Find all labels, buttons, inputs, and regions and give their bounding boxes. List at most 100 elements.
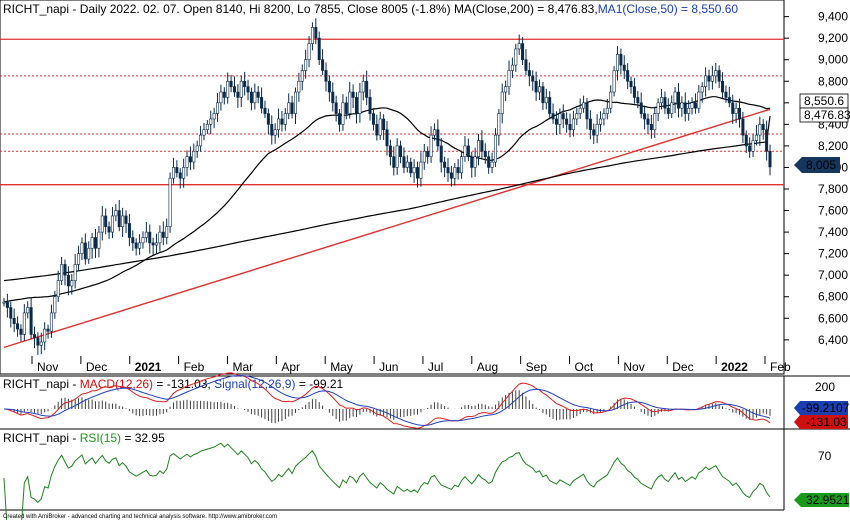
price-bar-body	[449, 172, 453, 179]
price-bar-body	[439, 145, 443, 163]
y-tick-label: 7,400	[818, 225, 848, 239]
price-bar-body	[487, 156, 491, 168]
x-tick-label: Nov	[37, 360, 58, 374]
price-bar-body	[100, 215, 104, 233]
macd-histogram	[6, 390, 771, 424]
macd-badge: -131.03	[794, 415, 848, 429]
x-tick-label: Dec	[86, 360, 107, 374]
rsi-badge-text: 32.9521	[806, 493, 850, 507]
signal-badge-text: -99.2107	[802, 401, 850, 415]
price-bar-body	[222, 91, 226, 98]
price-bar-body	[338, 113, 342, 125]
price-bar-body	[758, 124, 762, 136]
price-bar-body	[266, 113, 270, 125]
price-bar-body	[500, 91, 504, 114]
x-tick-label: Nov	[623, 360, 644, 374]
price-bar-body	[36, 337, 40, 346]
price-bar-body	[73, 264, 77, 281]
price-bar-body	[507, 70, 511, 87]
price-bar-body	[161, 231, 165, 238]
y-tick-label: 9,000	[818, 53, 848, 67]
ma200-badge-text: 8,476.83	[804, 108, 850, 122]
price-bar-body	[443, 161, 447, 168]
close-badge: 8,005	[794, 157, 840, 173]
signal-line	[3, 375, 771, 426]
price-bar-body	[531, 75, 535, 82]
price-bar-body	[317, 37, 321, 61]
price-bar-body	[151, 242, 155, 246]
price-bar-body	[649, 124, 653, 131]
price-bar-body	[622, 64, 626, 71]
price-bar-body	[371, 113, 375, 125]
price-bar-body	[405, 161, 409, 168]
y-tick-label: 9,400	[818, 10, 848, 24]
price-bar-body	[541, 86, 545, 104]
price-bar-body	[344, 102, 348, 114]
ma200-badge: 8,476.83	[799, 107, 850, 123]
close-badge-text: 8,005	[806, 158, 836, 172]
price-bar-body	[456, 167, 460, 174]
x-tick-label: Sep	[526, 360, 548, 374]
price-bar-body	[324, 70, 328, 82]
price-bar-body	[5, 301, 9, 308]
price-bar-body	[480, 140, 484, 152]
price-bar-body	[432, 129, 436, 136]
price-bar-body	[534, 80, 538, 93]
price-levels	[0, 38, 784, 186]
price-bar-body	[676, 91, 680, 109]
price-bar-body	[548, 97, 552, 114]
price-bar-body	[561, 113, 565, 120]
price-bar-body	[409, 161, 413, 174]
price-bar-body	[260, 97, 264, 109]
price-bar-body	[9, 307, 13, 319]
price-bar-body	[124, 215, 128, 224]
price-bar-body	[26, 307, 30, 314]
price-bar-body	[290, 102, 294, 114]
price-bar-body	[460, 156, 464, 174]
price-bar-body	[249, 91, 253, 104]
price-bar-body	[768, 150, 772, 168]
price-bar-body	[256, 91, 260, 98]
price-bar-body	[429, 134, 433, 157]
ma200-header: MA(Close,200) = 8,476.83,	[454, 2, 598, 16]
price-bar-body	[60, 264, 64, 281]
price-bar-body	[463, 145, 467, 157]
price-bar-body	[497, 113, 501, 136]
price-bar-body	[751, 140, 755, 152]
price-bar-body	[171, 167, 175, 179]
price-bar-body	[412, 167, 416, 174]
price-bar-body	[731, 102, 735, 114]
price-bar-body	[609, 91, 613, 109]
price-bar-body	[182, 167, 186, 179]
price-bar-body	[188, 156, 192, 163]
price-bar-body	[588, 118, 592, 131]
price-bar-body	[117, 210, 121, 228]
price-bar-body	[514, 48, 518, 66]
price-bar-body	[297, 80, 301, 93]
price-bar-body	[754, 134, 758, 141]
price-bar-body	[16, 323, 20, 330]
price-bar-body	[656, 102, 660, 114]
price-header: RICHT_napi - Daily 2022. 02. 07. Open 81…	[3, 2, 738, 16]
price-bar-body	[341, 102, 345, 125]
price-bar-body	[744, 134, 748, 147]
price-bar-body	[70, 280, 74, 287]
price-bar-body	[110, 215, 114, 233]
price-bar-body	[229, 80, 233, 87]
price-bar-body	[466, 145, 470, 157]
price-bar-body	[205, 124, 209, 131]
price-bar-body	[670, 102, 674, 114]
price-bar-body	[551, 113, 555, 120]
price-bar-body	[748, 145, 752, 152]
price-bar-body	[53, 296, 57, 314]
price-bar-body	[717, 70, 721, 82]
price-bar-body	[619, 54, 623, 66]
price-bar-body	[426, 150, 430, 157]
price-bar-body	[314, 27, 318, 39]
price-bar-body	[554, 118, 558, 125]
price-bar-body	[470, 156, 474, 168]
price-bar-body	[46, 328, 50, 332]
price-bar-body	[399, 145, 403, 157]
price-bar-body	[697, 91, 701, 109]
price-bar-body	[226, 80, 230, 98]
